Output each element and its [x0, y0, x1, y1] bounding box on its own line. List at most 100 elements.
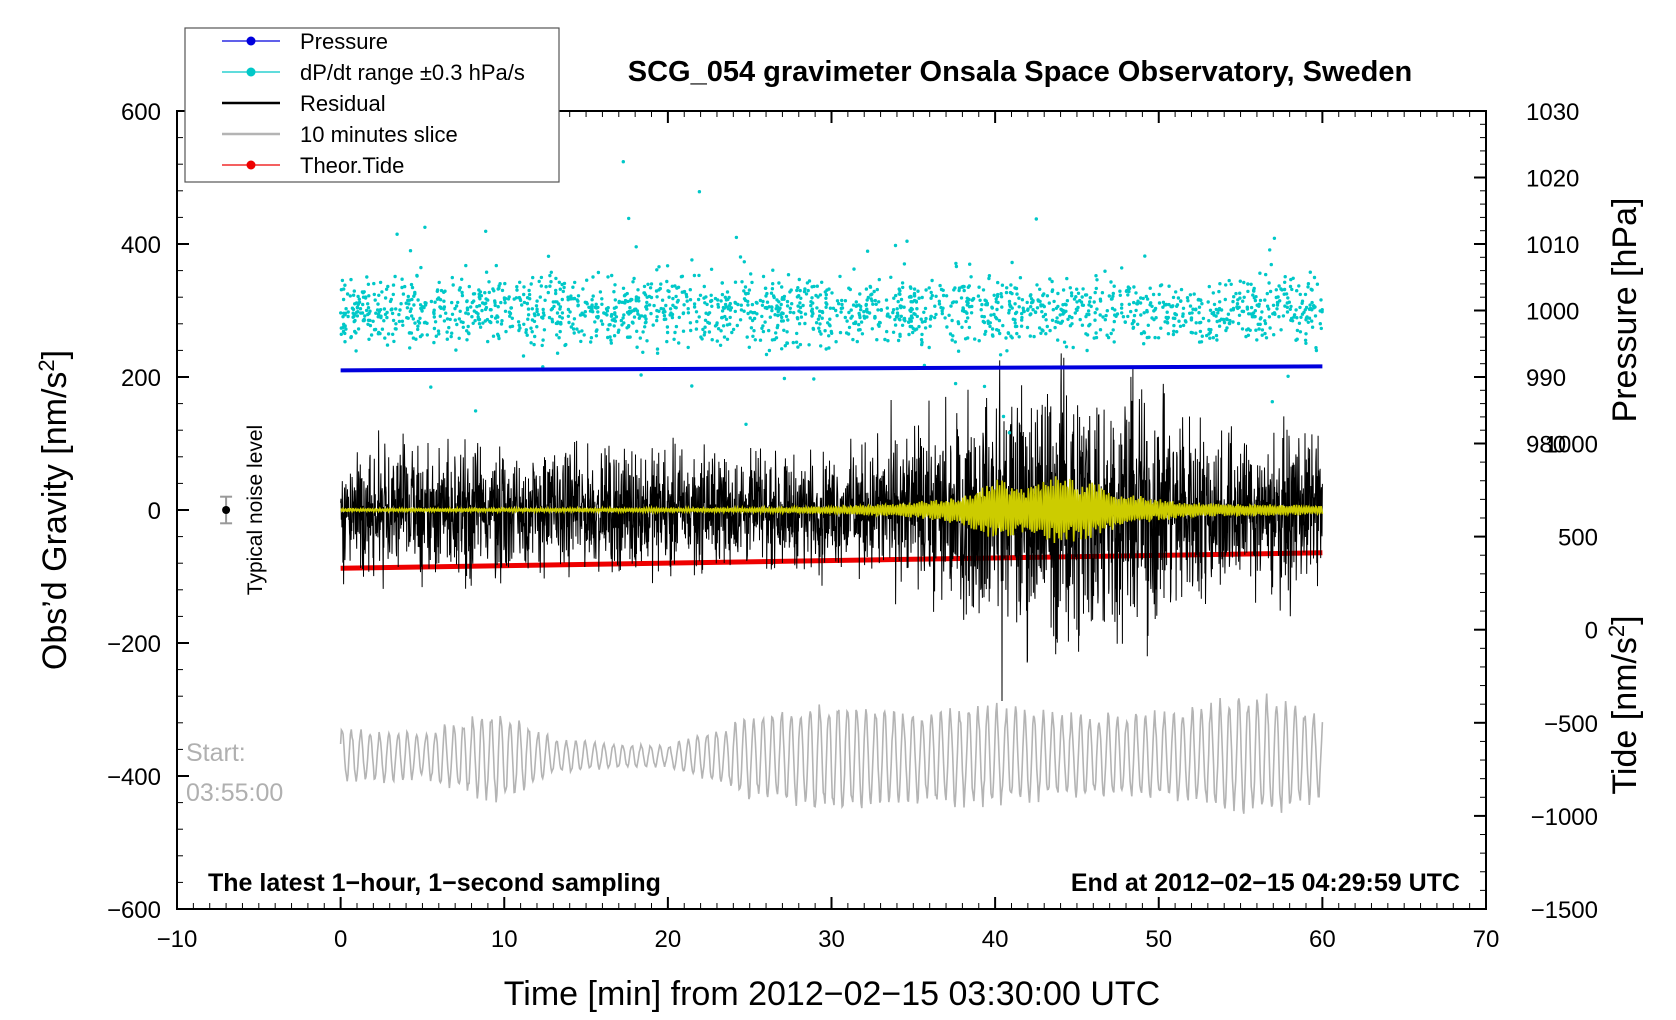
- dpdt-point: [366, 282, 371, 286]
- dpdt-point: [1240, 327, 1245, 331]
- dpdt-point: [669, 311, 673, 315]
- dpdt-point: [706, 312, 710, 316]
- x-tick-label: 20: [655, 926, 682, 953]
- dpdt-point: [707, 330, 712, 334]
- dpdt-point: [956, 349, 961, 353]
- tide-series: [340, 550, 1323, 571]
- dpdt-point: [907, 320, 911, 324]
- dpdt-point: [471, 321, 475, 325]
- dpdt-point: [914, 299, 918, 303]
- pressure-tick-label: 1030: [1526, 99, 1579, 126]
- dpdt-point: [509, 306, 513, 310]
- dpdt-point: [494, 263, 498, 268]
- dpdt-point: [1228, 318, 1232, 323]
- dpdt-point: [637, 299, 641, 303]
- dpdt-point: [709, 267, 714, 271]
- dpdt-point: [1115, 312, 1120, 316]
- dpdt-point: [889, 275, 893, 279]
- dpdt-point: [1249, 305, 1254, 310]
- dpdt-point: [799, 310, 803, 315]
- dpdt-point: [1080, 323, 1085, 327]
- dpdt-point: [995, 307, 999, 312]
- dpdt-point: [1013, 324, 1018, 329]
- dpdt-point: [1015, 331, 1019, 336]
- dpdt-point: [554, 288, 558, 293]
- dpdt-point: [560, 311, 565, 315]
- dpdt-point: [643, 325, 647, 329]
- dpdt-point: [674, 324, 679, 329]
- dpdt-point: [1268, 289, 1273, 294]
- dpdt-point: [956, 321, 961, 326]
- dpdt-point: [346, 310, 350, 314]
- dpdt-point: [1020, 315, 1024, 320]
- dpdt-point: [1218, 300, 1222, 304]
- dpdt-point: [703, 325, 707, 329]
- dpdt-point: [953, 381, 958, 386]
- dpdt-point: [646, 282, 650, 286]
- dpdt-point: [895, 315, 899, 319]
- dpdt-point: [1198, 329, 1203, 334]
- dpdt-point: [1259, 316, 1263, 320]
- dpdt-point: [767, 328, 771, 333]
- dpdt-point: [408, 346, 412, 350]
- dpdt-point: [782, 376, 787, 381]
- dpdt-point: [503, 281, 507, 286]
- dpdt-point: [807, 343, 811, 347]
- dpdt-point: [901, 285, 905, 290]
- dpdt-point: [1308, 303, 1312, 307]
- dpdt-point: [1209, 328, 1213, 332]
- dpdt-point: [1268, 326, 1272, 330]
- dpdt-point: [1188, 293, 1193, 297]
- dpdt-point: [744, 422, 748, 426]
- dpdt-point: [405, 316, 409, 320]
- dpdt-point: [810, 296, 814, 300]
- dpdt-point: [690, 384, 694, 388]
- dpdt-point: [884, 298, 889, 302]
- dpdt-point: [1056, 291, 1060, 296]
- dpdt-point: [760, 303, 765, 307]
- dpdt-point: [1071, 345, 1075, 350]
- dpdt-point: [1055, 316, 1059, 320]
- dpdt-point: [635, 345, 639, 349]
- dpdt-point: [401, 292, 406, 296]
- dpdt-point: [1098, 313, 1102, 317]
- dpdt-point: [1029, 293, 1033, 297]
- dpdt-point: [507, 310, 512, 314]
- dpdt-point: [1015, 292, 1019, 296]
- dpdt-point: [862, 314, 866, 318]
- dpdt-point: [617, 328, 621, 332]
- dpdt-point: [535, 325, 539, 329]
- dpdt-point: [526, 317, 530, 321]
- dpdt-point: [818, 309, 822, 313]
- dpdt-point: [625, 310, 630, 315]
- dpdt-point: [763, 286, 768, 290]
- dpdt-point: [1132, 313, 1137, 318]
- dpdt-point: [1277, 284, 1281, 288]
- dpdt-point: [626, 299, 630, 304]
- dpdt-point: [1307, 307, 1312, 311]
- dpdt-point: [1303, 308, 1308, 312]
- dpdt-point: [1070, 294, 1074, 298]
- dpdt-point: [1080, 303, 1085, 307]
- dpdt-point: [771, 268, 775, 272]
- pressure-axis-title: Pressure [hPa]: [1606, 198, 1644, 423]
- dpdt-point: [1254, 295, 1258, 299]
- dpdt-point: [1007, 308, 1011, 312]
- dpdt-point: [465, 299, 469, 303]
- dpdt-point: [1159, 283, 1164, 287]
- dpdt-point: [1006, 331, 1011, 336]
- dpdt-point: [551, 300, 555, 304]
- dpdt-point: [472, 299, 476, 303]
- dpdt-point: [795, 288, 799, 293]
- dpdt-point: [1068, 286, 1073, 290]
- dpdt-point: [799, 296, 803, 300]
- dpdt-point: [366, 322, 370, 326]
- dpdt-point: [1126, 314, 1130, 319]
- dpdt-point: [961, 285, 965, 289]
- dpdt-point: [476, 312, 480, 316]
- dpdt-point: [576, 294, 581, 298]
- dpdt-point: [1183, 319, 1188, 323]
- dpdt-point: [785, 330, 789, 334]
- dpdt-point: [953, 286, 957, 290]
- dpdt-point: [398, 308, 402, 312]
